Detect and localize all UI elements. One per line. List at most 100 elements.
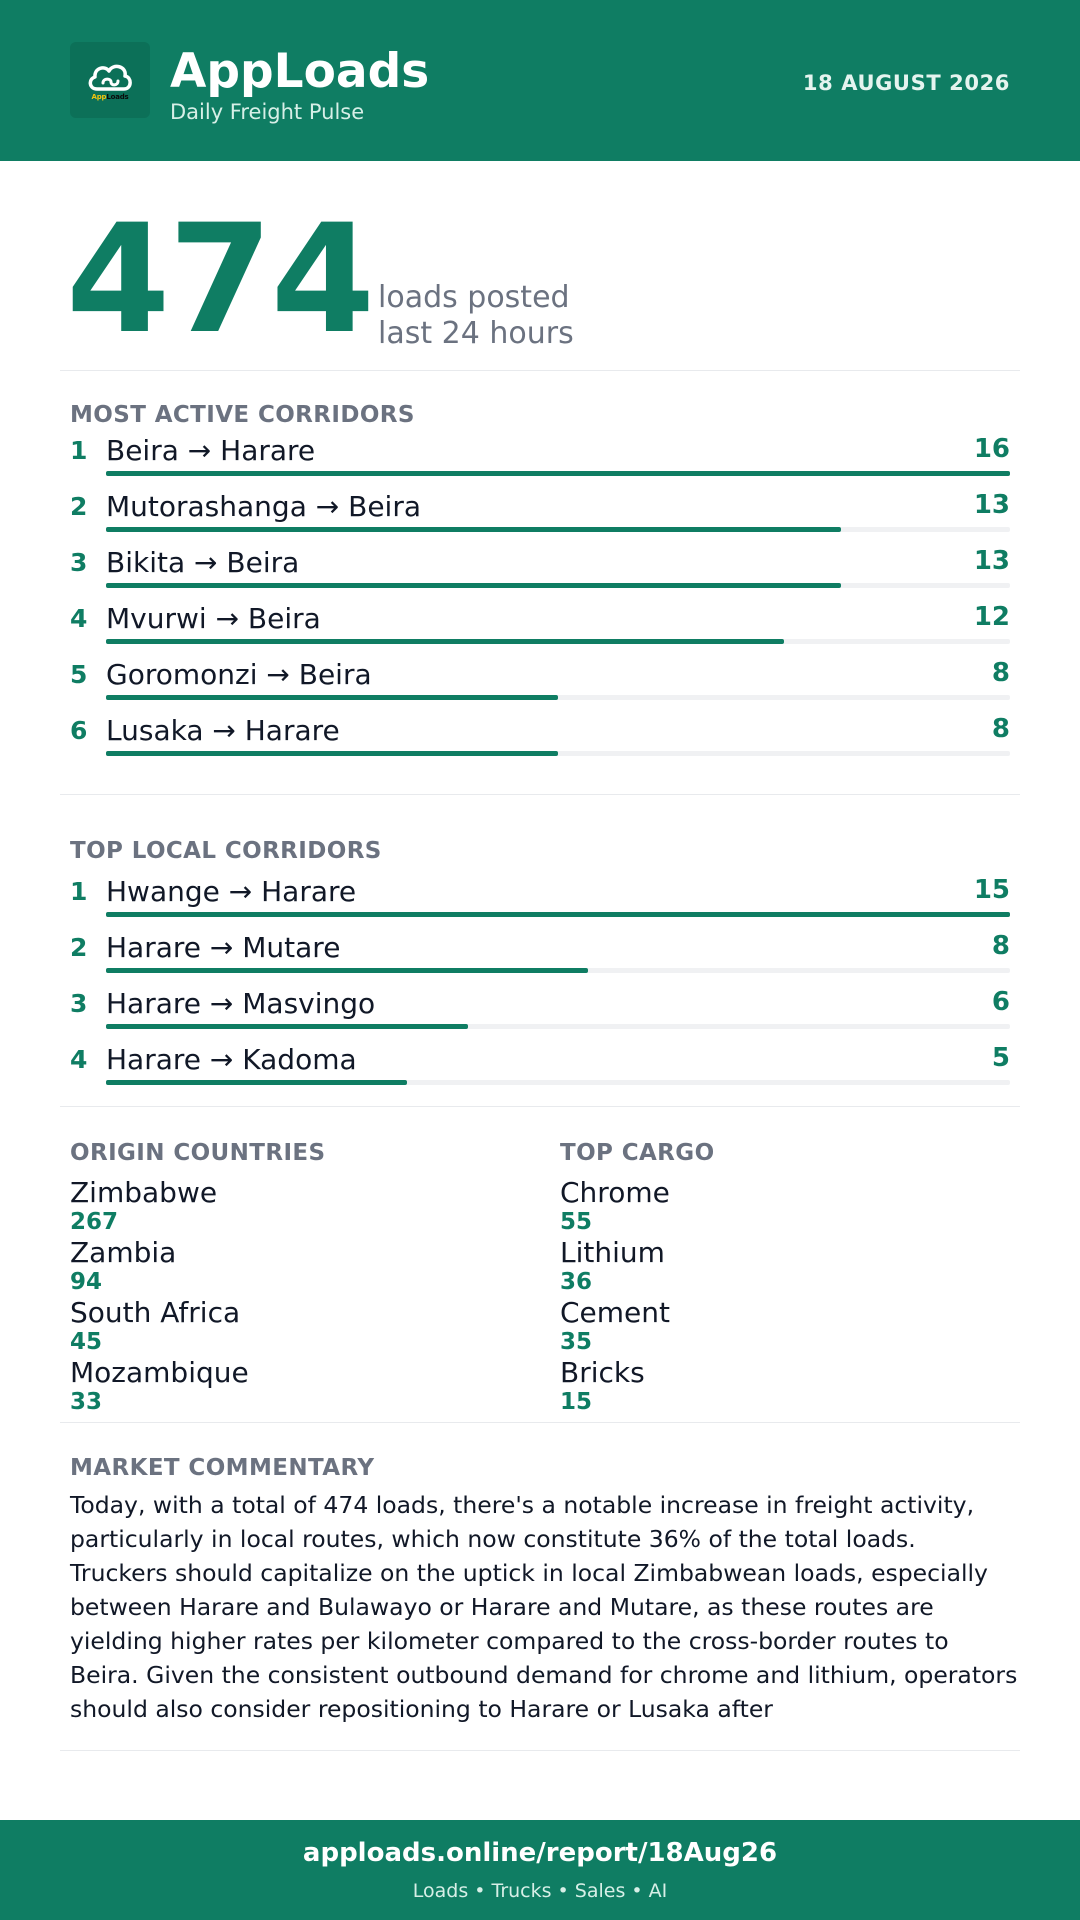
divider <box>60 1750 1020 1751</box>
top-local-title: TOP LOCAL CORRIDORS <box>70 838 382 864</box>
corridor-row: 6 Lusaka → Harare 8 <box>70 714 1010 772</box>
stat-label: Bricks <box>560 1356 645 1389</box>
corridor-route: Bikita → Beira <box>106 546 300 579</box>
corridor-route: Harare → Mutare <box>106 931 341 964</box>
corridor-bar-fill <box>106 527 841 532</box>
top-cargo-title: TOP CARGO <box>560 1140 715 1166</box>
stat-label: Zimbabwe <box>70 1176 218 1209</box>
top-cargo-list: Chrome 55 Lithium 36 Cement 35 Bricks 15 <box>560 1176 1020 1416</box>
corridor-bar-track <box>106 968 1010 973</box>
stat-label: Mozambique <box>70 1356 249 1389</box>
stat-value: 36 <box>560 1269 593 1295</box>
origin-countries-title: ORIGIN COUNTRIES <box>70 1140 326 1166</box>
stat-label: Cement <box>560 1296 671 1329</box>
corridor-rank: 1 <box>70 436 88 465</box>
corridor-bar-fill <box>106 583 841 588</box>
stat-label: South Africa <box>70 1296 241 1329</box>
corridor-row: 5 Goromonzi → Beira 8 <box>70 658 1010 716</box>
cloud-logo-icon <box>88 64 132 91</box>
corridor-rank: 1 <box>70 877 88 906</box>
stat-value: 33 <box>70 1389 103 1415</box>
corridor-row: 3 Harare → Masvingo 6 <box>70 987 1010 1045</box>
commentary-text: Today, with a total of 474 loads, there'… <box>70 1491 1018 1723</box>
corridor-rank: 3 <box>70 989 88 1018</box>
stat-label: Chrome <box>560 1176 670 1209</box>
corridor-bar-fill <box>106 1080 408 1085</box>
corridor-route: Harare → Kadoma <box>106 1043 357 1076</box>
corridor-rank: 6 <box>70 716 88 745</box>
corridor-bar-fill <box>106 751 558 756</box>
origin-countries-list: Zimbabwe 267 Zambia 94 South Africa 45 Mozambi… <box>70 1176 530 1416</box>
corridor-route: Mvurwi → Beira <box>106 602 321 635</box>
corridor-route: Harare → Masvingo <box>106 987 376 1020</box>
corridor-route: Lusaka → Harare <box>106 714 340 747</box>
corridor-bar-track <box>106 1024 1010 1029</box>
most-active-title: MOST ACTIVE CORRIDORS <box>70 402 415 428</box>
corridor-count: 8 <box>991 658 1010 688</box>
corridor-rank: 2 <box>70 492 88 521</box>
corridor-route: Mutorashanga → Beira <box>106 490 421 523</box>
corridor-count: 6 <box>991 987 1010 1017</box>
corridor-bar-track <box>106 639 1010 644</box>
corridor-row: 3 Bikita → Beira 13 <box>70 546 1010 604</box>
stat-value: 35 <box>560 1329 593 1355</box>
corridor-row: 2 Mutorashanga → Beira 13 <box>70 490 1010 548</box>
corridor-count: 12 <box>973 602 1010 632</box>
header-bar: AppLoads AppLoads Daily Freight Pulse 18… <box>0 0 1080 161</box>
corridor-row: 1 Beira → Harare 16 <box>70 434 1010 492</box>
divider <box>60 370 1020 371</box>
total-loads-value: 474 <box>66 193 375 367</box>
stat-value: 15 <box>560 1389 593 1415</box>
brand-name: AppLoads <box>170 44 430 99</box>
stat-label: Zambia <box>70 1236 177 1269</box>
stat-value: 267 <box>70 1209 119 1235</box>
corridor-rank: 4 <box>70 1045 88 1074</box>
corridor-rank: 3 <box>70 548 88 577</box>
report-date: 18 AUGUST 2026 <box>802 71 1010 95</box>
corridor-bar-fill <box>106 968 589 973</box>
report-link[interactable]: apploads.online/report/18Aug26 <box>302 1838 778 1868</box>
corridor-bar-fill <box>106 912 1010 917</box>
total-loads-label: loads posted <box>378 280 570 315</box>
corridor-bar-track <box>106 1080 1010 1085</box>
logo: AppLoads <box>70 42 150 118</box>
corridor-bar-track <box>106 695 1010 700</box>
divider <box>60 1106 1020 1107</box>
stat-label: Lithium <box>560 1236 665 1269</box>
corridor-bar-fill <box>106 639 784 644</box>
stat-value: 45 <box>70 1329 103 1355</box>
corridor-bar-track <box>106 471 1010 476</box>
stat-value: 94 <box>70 1269 103 1295</box>
corridor-route: Beira → Harare <box>106 434 316 467</box>
corridor-rank: 5 <box>70 660 88 689</box>
divider <box>60 1422 1020 1423</box>
corridor-bar-track <box>106 583 1010 588</box>
corridor-row: 1 Hwange → Harare 15 <box>70 875 1010 933</box>
corridor-rank: 2 <box>70 933 88 962</box>
corridor-bar-fill <box>106 1024 468 1029</box>
corridor-bar-fill <box>106 471 1010 476</box>
corridor-count: 16 <box>973 434 1010 464</box>
divider <box>60 794 1020 795</box>
corridor-count: 15 <box>973 875 1010 905</box>
corridor-bar-track <box>106 751 1010 756</box>
corridor-bar-track <box>106 912 1010 917</box>
commentary-title: MARKET COMMENTARY <box>70 1455 375 1481</box>
brand-tagline: Daily Freight Pulse <box>170 100 365 124</box>
corridor-count: 8 <box>991 714 1010 744</box>
corridor-route: Hwange → Harare <box>106 875 357 908</box>
corridor-row: 2 Harare → Mutare 8 <box>70 931 1010 989</box>
total-loads-period: last 24 hours <box>378 316 574 351</box>
corridor-row: 4 Harare → Kadoma 5 <box>70 1043 1010 1101</box>
corridor-rank: 4 <box>70 604 88 633</box>
corridor-row: 4 Mvurwi → Beira 12 <box>70 602 1010 660</box>
footer-tagline: Loads • Trucks • Sales • AI <box>412 1880 668 1902</box>
corridor-bar-track <box>106 527 1010 532</box>
corridor-count: 8 <box>991 931 1010 961</box>
corridor-count: 13 <box>973 546 1010 576</box>
logo-wordmark: AppLoads <box>91 93 129 101</box>
footer-bar: apploads.online/report/18Aug26 Loads • T… <box>0 1820 1080 1920</box>
stat-value: 55 <box>560 1209 593 1235</box>
corridor-bar-fill <box>106 695 558 700</box>
